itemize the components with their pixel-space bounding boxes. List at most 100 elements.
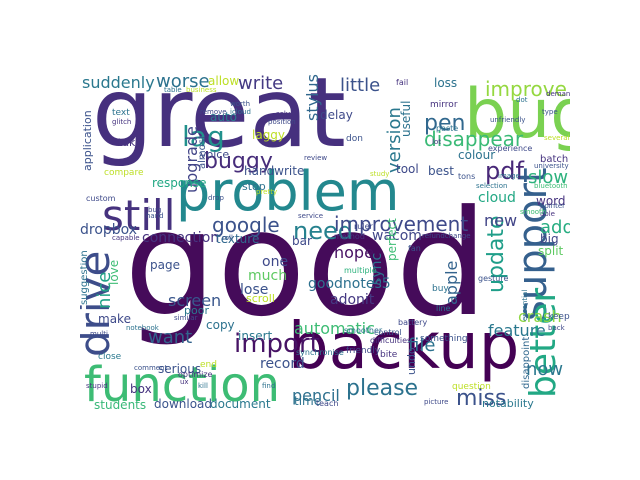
word-good: good: [124, 179, 489, 349]
word-paste: paste: [436, 124, 459, 133]
word-improve: improve: [485, 77, 567, 101]
word-dropbox: dropbox: [80, 222, 138, 238]
word-keep: keep: [548, 312, 570, 322]
word-don: don: [346, 134, 363, 144]
word-google: google: [212, 213, 280, 237]
word-disappear: disappear: [424, 127, 524, 151]
word-close: close: [98, 352, 122, 362]
word-pointer: pointer: [540, 202, 566, 210]
word-delay: delay: [320, 108, 353, 122]
word-document: document: [210, 397, 271, 411]
word-remove: remove: [200, 108, 227, 116]
word-suggestion: suggestion: [80, 250, 90, 305]
word-laggy: laggy: [252, 128, 286, 142]
word-refundchange: refundchange: [422, 232, 471, 240]
word-pdf: pdf: [485, 157, 524, 185]
word-demand: demand: [546, 90, 570, 98]
word-apple: apple: [442, 260, 461, 305]
word-synchronise: synchronise: [296, 348, 344, 357]
word-table: table: [164, 86, 182, 94]
word-text: text: [112, 108, 130, 118]
word-undo: undo: [405, 347, 418, 375]
word-new: new: [484, 211, 518, 230]
word-loss: loss: [434, 76, 458, 90]
word-automatic: automatic: [294, 319, 375, 338]
word-page: page: [150, 258, 180, 272]
word-auto: auto: [210, 110, 238, 124]
word-stylus: stylus: [303, 74, 322, 121]
word-function: function: [84, 357, 281, 411]
word-take: take: [118, 136, 142, 149]
word-type: type: [542, 108, 558, 116]
word-essential: essential: [521, 289, 529, 321]
word-university: university: [534, 162, 569, 170]
word-image: image: [498, 172, 520, 180]
word-love: love: [107, 259, 121, 285]
word-slow: slow: [528, 167, 569, 188]
word-disappoint: disappoint: [521, 336, 532, 389]
word-word: word: [536, 194, 566, 208]
word-much: much: [248, 268, 288, 284]
word-time: time: [294, 394, 322, 408]
word-capable: capable: [112, 234, 140, 242]
word-bug-small: bug: [148, 206, 162, 214]
word-almost: almost: [197, 135, 208, 169]
word-kill: kill: [198, 382, 208, 390]
word-bug: bug: [464, 75, 570, 154]
word-buy: buy: [432, 284, 449, 294]
word-experience: experience: [488, 144, 533, 153]
word-allow: allow: [208, 74, 240, 88]
word-connection: connection: [142, 230, 220, 246]
word-cloud: great good bug problem backup function s…: [80, 73, 570, 411]
word-review: review: [304, 154, 328, 162]
word-find: find: [262, 382, 276, 390]
word-download: download: [154, 397, 213, 411]
word-question: question: [452, 382, 491, 392]
word-record: record: [260, 356, 305, 372]
word-smoother: smoother: [344, 326, 383, 335]
word-now: now: [526, 359, 564, 380]
word-useful: useful: [399, 100, 413, 137]
word-hope: hope: [334, 243, 374, 262]
word-one: one: [262, 254, 289, 270]
word-pretty: pretty: [256, 188, 278, 196]
word-drop: drop: [208, 194, 224, 202]
word-picture: picture: [424, 398, 449, 406]
word-lot: lot: [432, 138, 441, 146]
word-solve: solve: [276, 110, 295, 118]
word-big: big: [540, 232, 559, 246]
word-students: students: [94, 398, 147, 411]
word-pen: pen: [424, 111, 466, 136]
word-similar: similar: [174, 314, 198, 322]
word-ux: ux: [180, 378, 189, 386]
word-difficulties: difficulties: [370, 336, 412, 345]
word-stop: stop: [242, 180, 266, 193]
word-still: still: [102, 191, 176, 240]
word-import: import: [234, 329, 320, 359]
word-buggy: buggy: [204, 149, 273, 174]
word-mirror: mirror: [430, 100, 458, 110]
word-bluetooth: bluetooth: [534, 182, 568, 190]
word-glitch: glitch: [112, 118, 132, 126]
word-custom: custom: [86, 194, 116, 203]
word-ruler: ruler: [354, 222, 373, 231]
word-worse: worse: [156, 73, 210, 92]
word-tons: tons: [458, 172, 476, 181]
word-control: control: [374, 328, 402, 337]
word-screen: screen: [168, 291, 222, 310]
word-tool: tool: [396, 162, 419, 176]
word-unfriendly: unfriendly: [490, 116, 526, 124]
word-roll: roll: [222, 234, 233, 242]
word-gesture: gesture: [478, 274, 509, 283]
word-icloud: icloud: [230, 108, 251, 116]
word-optimize: optimize: [178, 370, 213, 379]
word-hand: hand: [146, 212, 164, 220]
word-dot: dot: [516, 96, 528, 104]
word-response: response: [152, 176, 207, 190]
word-comment: comment: [134, 364, 168, 372]
word-please: please: [346, 376, 419, 401]
word-best: best: [428, 164, 454, 178]
word-goodnotes5: goodnotes5: [308, 276, 391, 292]
word-little: little: [340, 75, 381, 96]
word-method: method: [334, 232, 365, 241]
